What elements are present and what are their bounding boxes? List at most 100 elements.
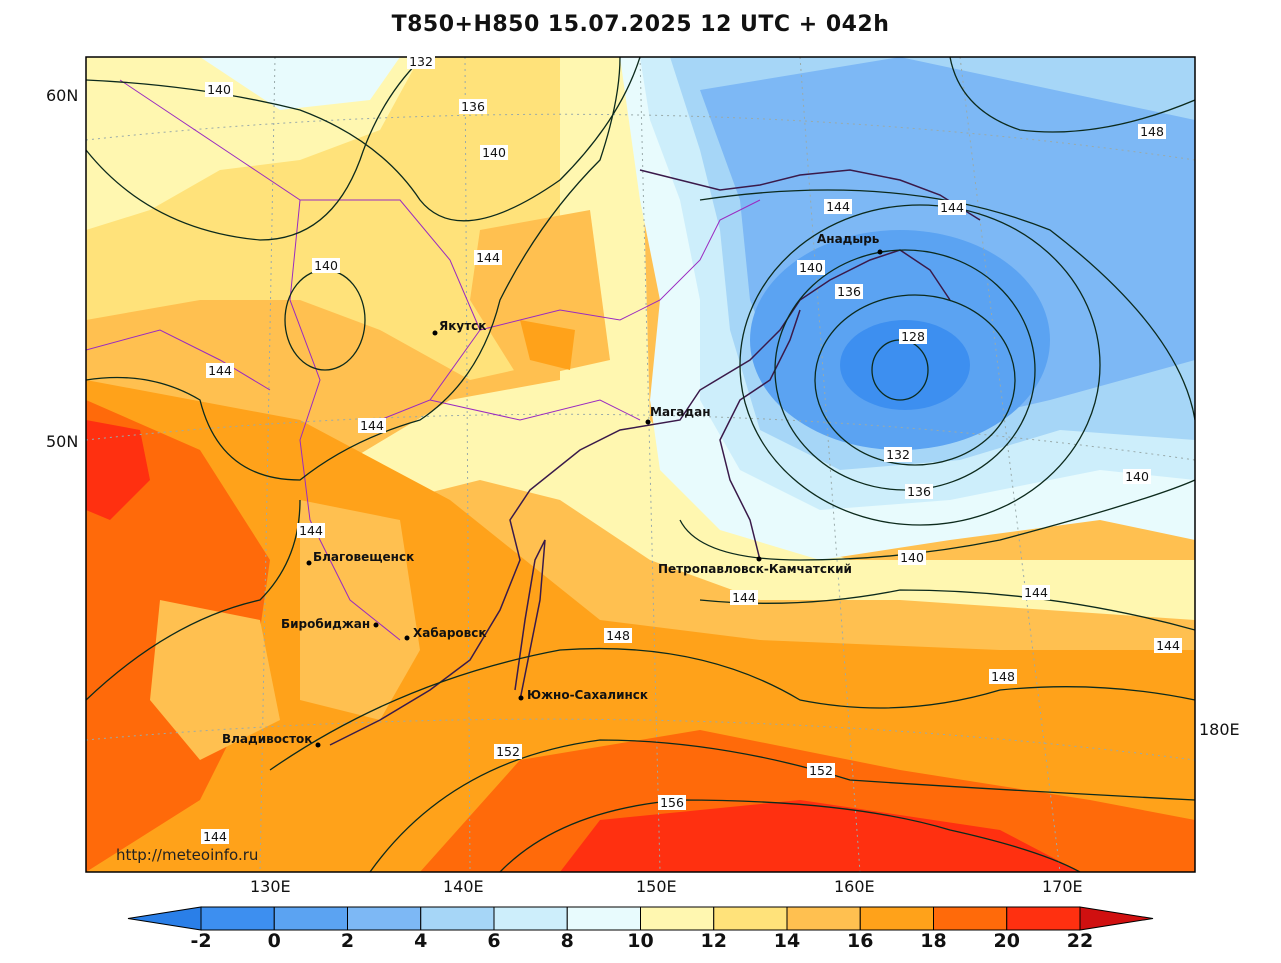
lon-label-150e: 150E	[636, 877, 677, 896]
isohypse-label: 140	[1123, 469, 1151, 484]
city-khabarovsk[interactable]: Хабаровск	[404, 626, 487, 641]
colorbar-segment	[200, 906, 275, 931]
svg-text:Анадырь: Анадырь	[817, 232, 880, 246]
isohypse-label: 144	[824, 199, 852, 214]
city-yuzhno-sakhalinsk[interactable]: Южно-Сахалинск	[518, 688, 649, 702]
lon-label-160e: 160E	[834, 877, 875, 896]
isohypse-label: 140	[205, 82, 233, 97]
colorbar-arrow-high	[1079, 906, 1154, 931]
colorbar-segment	[420, 906, 495, 931]
isohypse-label: 148	[604, 628, 632, 643]
colorbar-segment	[713, 906, 788, 931]
colorbar-segment	[640, 906, 715, 931]
city-birobidzhan[interactable]: Биробиджан	[281, 617, 379, 631]
svg-text:144: 144	[208, 363, 232, 378]
colorbar-tick-label: 10	[627, 930, 654, 952]
isohypse-label: 144	[730, 590, 758, 605]
isohypse-label: 144	[206, 363, 234, 378]
lon-label-140e: 140E	[443, 877, 484, 896]
svg-text:148: 148	[991, 669, 1015, 684]
city-yakutsk[interactable]: Якутск	[432, 319, 487, 336]
city-vladivostok[interactable]: Владивосток	[222, 732, 321, 748]
colorbar-tick-label: 4	[414, 930, 428, 952]
lon-label-130e: 130E	[250, 877, 291, 896]
admin-borders	[86, 79, 761, 641]
source-credit: http://meteoinfo.ru	[116, 846, 259, 864]
svg-text:144: 144	[826, 199, 850, 214]
svg-text:Магадан: Магадан	[650, 405, 711, 419]
svg-text:140: 140	[1125, 469, 1149, 484]
isohypse-label: 132	[407, 54, 435, 69]
svg-text:Благовещенск: Благовещенск	[313, 550, 414, 564]
lon-label-170e: 170E	[1042, 877, 1083, 896]
isohypse-label: 156	[658, 795, 686, 810]
colorbar-segment	[273, 906, 348, 931]
svg-text:144: 144	[360, 418, 384, 433]
colorbar-segment	[347, 906, 422, 931]
cities: Якутск Магадан Анадырь Петропавловск-Кам…	[222, 232, 883, 748]
svg-text:144: 144	[203, 829, 227, 844]
isohypse-label: 140	[480, 145, 508, 160]
colorbar-segment	[859, 906, 934, 931]
isohypse-label: 144	[1022, 585, 1050, 600]
lat-label-50n: 50N	[46, 432, 79, 451]
svg-text:132: 132	[409, 54, 433, 69]
isohypse-label: 128	[899, 329, 927, 344]
isohypse-label: 148	[1138, 124, 1166, 139]
isohypse-label: 144	[1154, 638, 1182, 653]
svg-text:152: 152	[809, 763, 833, 778]
map-title: T850+H850 15.07.2025 12 UTC + 042h	[391, 12, 890, 37]
svg-text:Владивосток: Владивосток	[222, 732, 312, 746]
colorbar-tick-label: -2	[190, 930, 212, 952]
svg-text:148: 148	[606, 628, 630, 643]
svg-text:132: 132	[886, 447, 910, 462]
svg-text:148: 148	[1140, 124, 1164, 139]
isohypse-label: 144	[201, 829, 229, 844]
map-frame	[85, 56, 1196, 873]
svg-text:136: 136	[461, 99, 485, 114]
isohypse-labels: 132 136 140 140 144 140 144 144 144 144 …	[201, 54, 1182, 844]
isohypse-label: 140	[797, 260, 825, 275]
isohypse-label: 136	[905, 484, 933, 499]
colorbar	[127, 906, 1154, 931]
svg-text:Петропавловск-Камчатский: Петропавловск-Камчатский	[658, 562, 852, 576]
svg-text:152: 152	[496, 744, 520, 759]
svg-text:140: 140	[207, 82, 231, 97]
svg-text:144: 144	[732, 590, 756, 605]
city-magadan[interactable]: Магадан	[645, 405, 711, 425]
isohypse-label: 132	[884, 447, 912, 462]
colorbar-arrow-low	[127, 906, 202, 931]
colorbar-tick-label: 20	[993, 930, 1020, 952]
svg-text:144: 144	[1156, 638, 1180, 653]
svg-text:144: 144	[299, 523, 323, 538]
isohypse-label: 140	[898, 550, 926, 565]
temperature-field	[86, 57, 1195, 872]
coastline	[329, 169, 981, 746]
svg-text:140: 140	[314, 258, 338, 273]
colorbar-segment	[786, 906, 861, 931]
isohypse-label: 152	[494, 744, 522, 759]
colorbar-segment	[933, 906, 1008, 931]
svg-text:156: 156	[660, 795, 684, 810]
city-petropavlovsk[interactable]: Петропавловск-Камчатский	[658, 556, 852, 577]
svg-text:140: 140	[482, 145, 506, 160]
isohypse-label: 140	[312, 258, 340, 273]
colorbar-tick-label: 6	[487, 930, 501, 952]
isohypse-label: 144	[938, 200, 966, 215]
colorbar-tick-label: 18	[920, 930, 947, 952]
isohypse-label: 144	[297, 523, 325, 538]
city-blagoveshchensk[interactable]: Благовещенск	[306, 550, 415, 566]
svg-text:144: 144	[476, 250, 500, 265]
colorbar-tick-label: 14	[773, 930, 801, 952]
svg-text:Биробиджан: Биробиджан	[281, 617, 370, 631]
svg-text:140: 140	[799, 260, 823, 275]
isohypse-label: 136	[459, 99, 487, 114]
svg-text:Южно-Сахалинск: Южно-Сахалинск	[527, 688, 648, 702]
svg-text:Хабаровск: Хабаровск	[413, 626, 487, 640]
colorbar-segment	[566, 906, 641, 931]
city-anadyr[interactable]: Анадырь	[817, 232, 883, 255]
svg-text:144: 144	[1024, 585, 1048, 600]
colorbar-tick-label: 2	[340, 930, 355, 952]
colorbar-tick-label: 8	[560, 930, 574, 952]
